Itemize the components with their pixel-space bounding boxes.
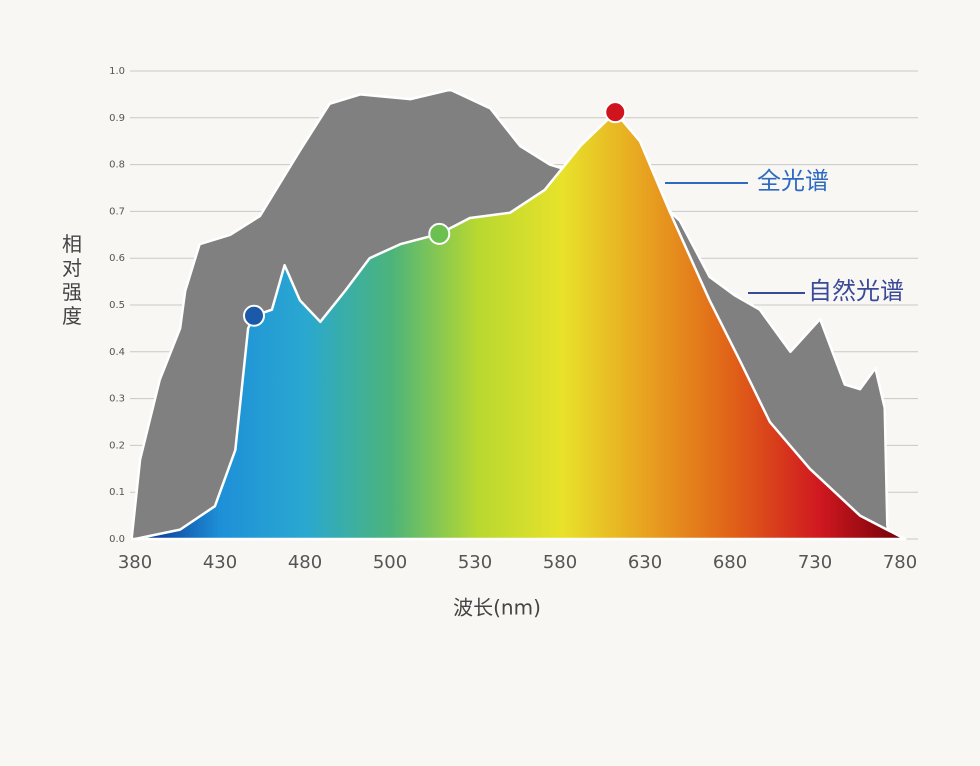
y-tick-label: 0.5 bbox=[109, 300, 125, 311]
x-tick-label: 480 bbox=[288, 552, 322, 573]
legend-label: 自然光谱 bbox=[808, 277, 904, 305]
x-tick-label: 580 bbox=[543, 552, 577, 573]
marker bbox=[243, 304, 265, 327]
x-tick-label: 680 bbox=[713, 552, 747, 573]
y-tick-label: 0.7 bbox=[109, 206, 125, 217]
x-tick-label: 630 bbox=[628, 552, 662, 573]
y-tick-label: 0.0 bbox=[109, 534, 125, 545]
y-tick-label: 0.2 bbox=[109, 440, 125, 451]
y-tick-label: 0.8 bbox=[109, 160, 125, 171]
y-tick-label: 0.1 bbox=[109, 487, 125, 498]
y-tick-label: 1.0 bbox=[109, 66, 125, 77]
x-tick-label: 730 bbox=[798, 552, 832, 573]
y-tick-label: 0.4 bbox=[109, 347, 125, 358]
y-tick-label: 0.6 bbox=[109, 253, 125, 264]
x-axis-label: 波长(nm) bbox=[453, 596, 541, 620]
y-tick-label: 0.3 bbox=[109, 394, 125, 405]
y-axis-label: 相对强度 bbox=[62, 232, 82, 328]
marker bbox=[604, 101, 627, 124]
x-tick-label: 430 bbox=[203, 552, 237, 573]
legend-label: 全光谱 bbox=[757, 167, 829, 195]
x-tick-label: 500 bbox=[373, 552, 407, 573]
x-tick-label: 530 bbox=[458, 552, 492, 573]
y-tick-label: 0.9 bbox=[109, 113, 125, 124]
marker bbox=[428, 222, 451, 245]
x-tick-label: 380 bbox=[118, 552, 152, 573]
x-tick-label: 780 bbox=[883, 552, 917, 573]
